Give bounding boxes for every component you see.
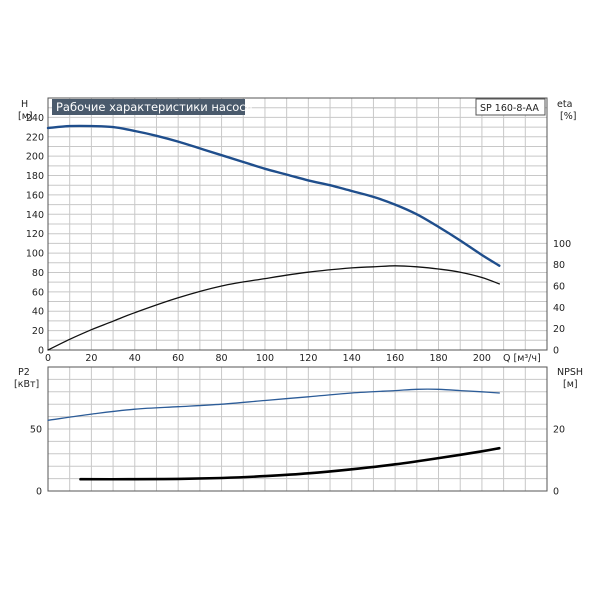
p2-power-curve	[47, 388, 500, 421]
bottom-panel-ticks: 0 50 0 20	[30, 425, 565, 498]
eta-axis-label: eta	[557, 99, 572, 110]
p2-axis-label: P2	[18, 367, 30, 378]
bottom-panel-curves	[47, 388, 501, 481]
eta-tick-label: 0	[553, 346, 559, 357]
q-tick-label: 160	[386, 353, 404, 364]
top-panel-grid	[48, 98, 547, 350]
h-axis-label: H	[21, 99, 28, 110]
h-tick-label: 40	[32, 307, 44, 318]
h-tick-label: 60	[32, 287, 44, 298]
head-curve	[46, 124, 501, 267]
q-tick-label: 0	[45, 353, 51, 364]
bottom-panel-frame	[47, 366, 548, 492]
h-tick-label: 180	[26, 171, 44, 182]
efficiency-curve	[47, 265, 500, 351]
h-tick-label: 0	[38, 346, 44, 357]
q-axis-label: Q [м³/ч]	[503, 353, 541, 364]
npsh-tick-label: 0	[553, 487, 559, 498]
q-tick-label: 140	[343, 353, 361, 364]
npsh-curve	[79, 446, 501, 481]
top-panel-frame	[47, 97, 548, 351]
model-label-box	[475, 98, 546, 116]
npsh-axis-unit: [м]	[563, 379, 578, 390]
q-tick-label: 80	[216, 353, 228, 364]
eta-tick-label: 40	[553, 303, 565, 314]
eta-tick-label: 80	[553, 260, 565, 271]
eta-axis-unit: [%]	[560, 111, 576, 122]
chart-title-background	[52, 99, 245, 115]
h-tick-label: 160	[26, 190, 44, 201]
h-tick-label: 80	[32, 268, 44, 279]
eta-tick-label: 20	[553, 324, 565, 335]
q-tick-label: 200	[473, 353, 491, 364]
top-panel-curves	[46, 124, 501, 351]
q-tick-label: 180	[429, 353, 447, 364]
q-tick-label: 120	[299, 353, 317, 364]
h-tick-label: 140	[26, 210, 44, 221]
h-tick-label: 220	[26, 132, 44, 143]
q-tick-label: 20	[85, 353, 97, 364]
h-tick-label: 20	[32, 326, 44, 337]
h-axis-unit: [м]	[18, 111, 33, 122]
q-tick-label: 40	[129, 353, 141, 364]
h-tick-label: 200	[26, 152, 44, 163]
h-tick-label: 240	[26, 113, 44, 124]
eta-tick-label: 100	[553, 239, 571, 250]
bottom-panel-grid	[48, 367, 547, 491]
npsh-tick-label: 20	[553, 425, 565, 436]
eta-tick-label: 60	[553, 282, 565, 293]
h-tick-label: 120	[26, 229, 44, 240]
chart-title: Рабочие характеристики насоса	[56, 100, 253, 114]
p2-tick-label: 50	[30, 425, 42, 436]
model-label: SP 160-8-AA	[480, 103, 539, 114]
q-tick-label: 60	[172, 353, 184, 364]
npsh-axis-label: NPSH	[557, 367, 583, 378]
p2-axis-unit: [кВт]	[14, 379, 39, 390]
p2-tick-label: 0	[36, 487, 42, 498]
top-panel-ticks: 0 20 40 60 80 100 120 140 160 180 2000204060801001…	[26, 113, 571, 364]
h-tick-label: 100	[26, 249, 44, 260]
q-tick-label: 100	[256, 353, 274, 364]
